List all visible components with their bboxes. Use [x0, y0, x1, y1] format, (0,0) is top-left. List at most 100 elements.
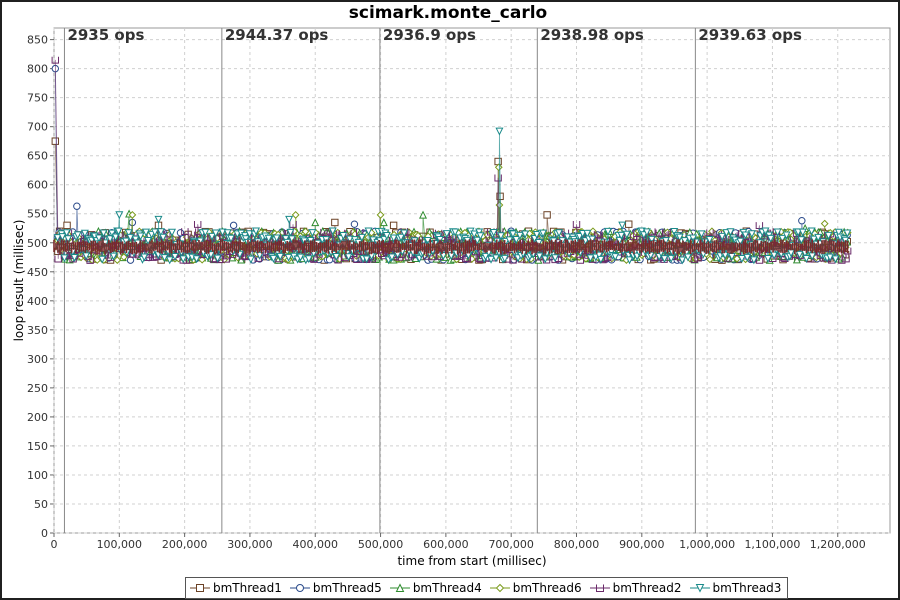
data-point [494, 163, 503, 172]
data-point [54, 255, 62, 263]
data-point [201, 228, 210, 237]
chart-title: scimark.monte_carlo [348, 3, 548, 23]
data-point [463, 254, 472, 262]
data-point [642, 228, 651, 237]
data-point [576, 256, 585, 264]
data-point [122, 237, 131, 246]
data-point [749, 256, 758, 265]
data-point [532, 230, 541, 240]
x-tick-label: 300,000 [227, 538, 273, 551]
data-point [350, 220, 359, 228]
data-point [761, 227, 770, 236]
legend-label: bmThread1 [213, 581, 282, 595]
iteration-marker-label: 2935 ops [67, 26, 144, 44]
data-point [596, 255, 605, 264]
data-point [795, 250, 804, 259]
data-point [51, 137, 60, 145]
data-point [113, 256, 122, 264]
data-point [388, 236, 397, 244]
data-point [287, 235, 296, 244]
data-point [475, 228, 484, 237]
data-point [521, 230, 530, 239]
iteration-marker-label: 2936.9 ops [383, 26, 476, 44]
data-point [491, 254, 500, 263]
data-point [272, 234, 281, 243]
x-tick-label: 1,100,000 [744, 538, 800, 551]
data-point [797, 236, 806, 245]
data-point [389, 234, 398, 243]
data-point [263, 248, 271, 256]
legend-marker [495, 583, 504, 593]
legend-item-bmThread5: bmThread5 [289, 581, 382, 595]
data-point [792, 255, 801, 264]
y-tick-label: 650 [27, 150, 48, 163]
legend-item-bmThread6: bmThread6 [489, 581, 582, 595]
data-point [603, 227, 612, 236]
data-point [396, 233, 405, 242]
data-point [281, 235, 290, 244]
data-point [405, 253, 413, 261]
data-point [379, 252, 388, 260]
data-point [332, 252, 341, 261]
data-point [593, 231, 602, 239]
y-tick-label: 500 [27, 237, 48, 250]
data-point [733, 249, 741, 257]
data-point [572, 220, 581, 228]
legend-item-bmThread2: bmThread2 [589, 581, 682, 595]
plot-area [53, 27, 891, 534]
y-tick-label: 850 [27, 34, 48, 47]
data-point [495, 127, 504, 136]
data-point [364, 227, 373, 236]
y-tick-label: 0 [41, 527, 48, 540]
data-point [802, 255, 811, 264]
data-point [223, 252, 231, 260]
data-point [481, 252, 490, 261]
data-point [269, 254, 278, 263]
data-point [798, 217, 806, 225]
data-point [115, 211, 124, 220]
y-tick-label: 250 [27, 382, 48, 395]
x-tick-label: 400,000 [293, 538, 339, 551]
data-point [142, 228, 151, 237]
data-point [595, 231, 603, 239]
data-point [62, 229, 71, 238]
data-point [834, 228, 843, 237]
data-point [165, 256, 174, 265]
data-point [462, 255, 470, 263]
data-point [721, 251, 730, 260]
data-point [227, 234, 236, 243]
x-tick-label: 600,000 [423, 538, 469, 551]
data-point [296, 253, 305, 262]
data-point [543, 211, 551, 219]
data-point [320, 228, 328, 236]
data-point [223, 229, 232, 238]
data-point [154, 215, 163, 224]
y-tick-label: 600 [27, 179, 48, 192]
data-point [156, 228, 165, 237]
x-tick-label: 0 [51, 538, 58, 551]
y-tick-label: 100 [27, 469, 48, 482]
x-axis-label: time from start (millisec) [397, 554, 546, 568]
data-point [228, 250, 237, 258]
data-point [773, 228, 782, 237]
y-tick-label: 200 [27, 411, 48, 424]
data-point [276, 252, 285, 261]
iteration-marker-label: 2938.98 ops [540, 26, 644, 44]
data-point [80, 229, 89, 238]
data-point [843, 247, 852, 255]
data-point [661, 237, 670, 246]
legend-item-bmThread4: bmThread4 [389, 581, 482, 595]
data-point [264, 234, 273, 243]
data-point [58, 233, 67, 242]
data-point [357, 233, 366, 242]
data-point [308, 229, 317, 238]
legend-marker [595, 584, 604, 592]
data-point [111, 233, 120, 242]
data-point [733, 254, 741, 263]
data-point [494, 157, 502, 166]
data-point [70, 254, 79, 263]
y-tick-label: 50 [34, 498, 48, 511]
data-point [136, 232, 145, 241]
average-band [53, 239, 849, 255]
data-point [726, 228, 735, 237]
